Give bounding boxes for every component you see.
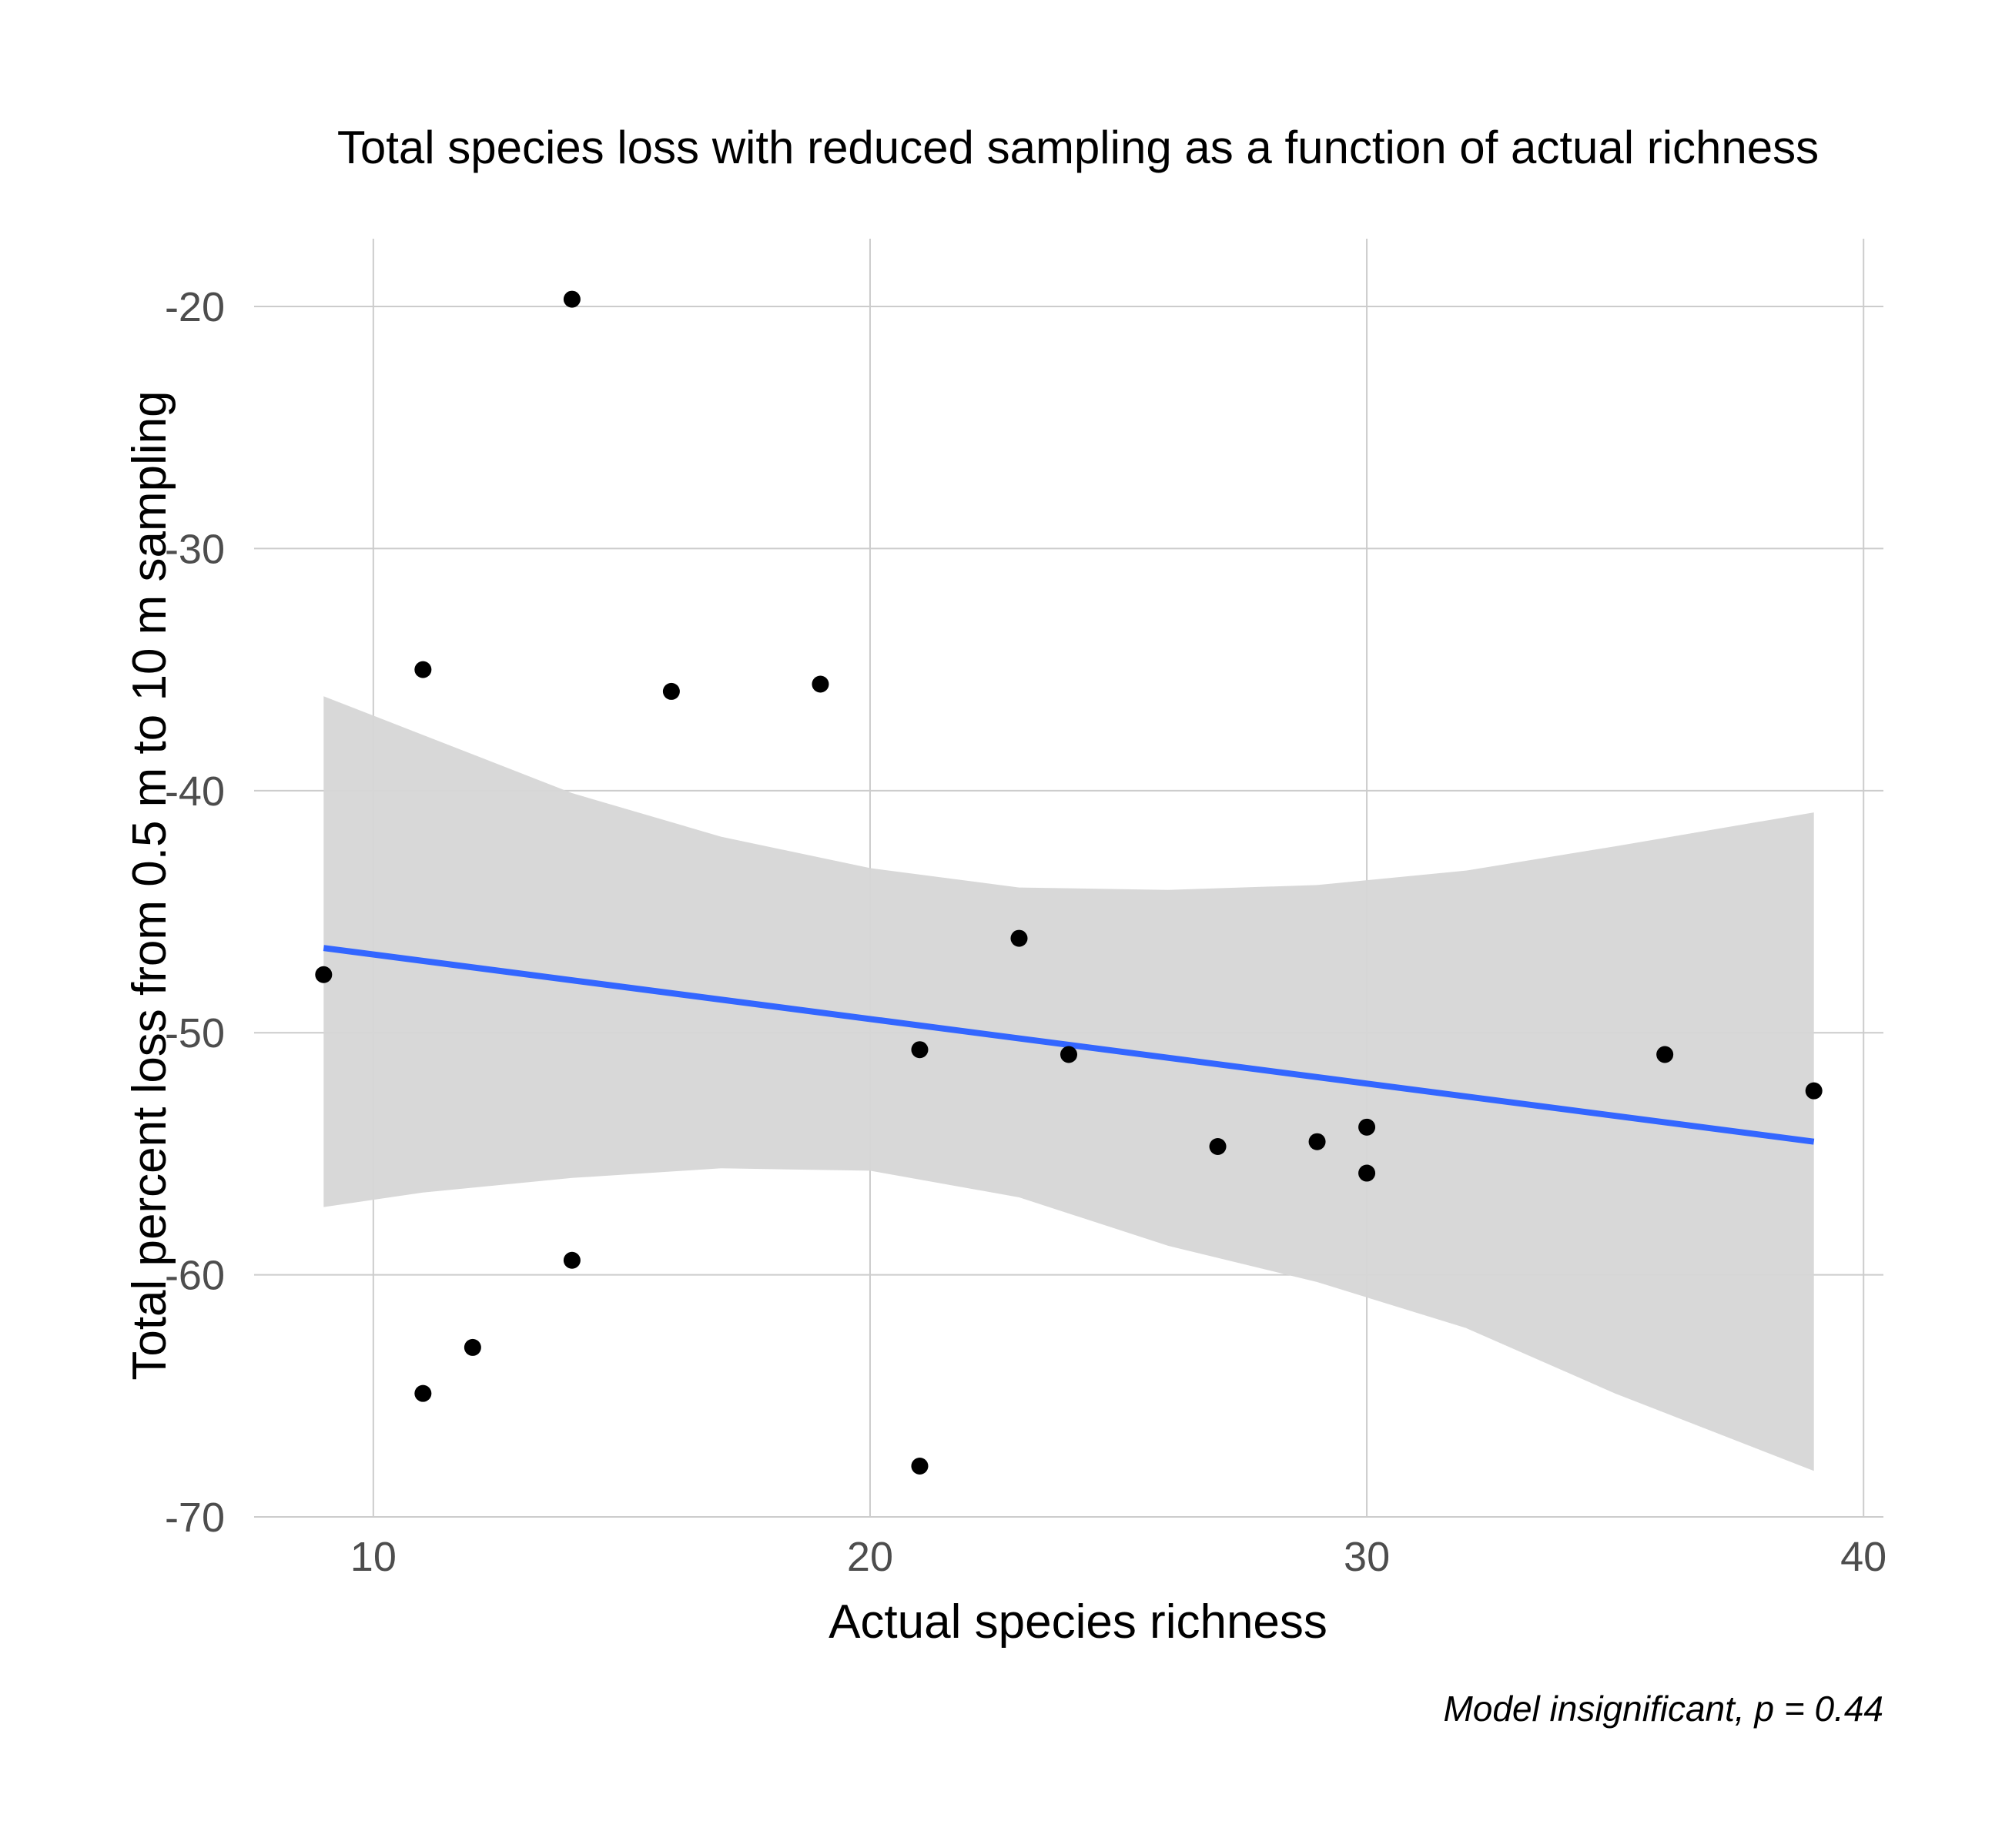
data-point — [1358, 1164, 1376, 1182]
data-point — [1209, 1137, 1227, 1155]
data-point — [563, 1251, 581, 1269]
model-caption: Model insignificant, p = 0.44 — [1443, 1689, 1883, 1729]
data-point — [662, 682, 680, 700]
data-point — [1060, 1046, 1077, 1063]
data-point — [1805, 1082, 1823, 1100]
data-point — [563, 290, 581, 308]
data-point — [812, 675, 829, 693]
data-point — [464, 1338, 481, 1356]
data-point — [1308, 1133, 1326, 1150]
y-axis-ticks: -20 -30 -40 -50 -60 -70 — [165, 284, 225, 1541]
data-point — [911, 1041, 929, 1059]
x-axis-ticks: 10 20 30 40 — [350, 1534, 1886, 1580]
data-point — [414, 1384, 432, 1402]
y-tick-label: -20 — [165, 284, 225, 330]
chart-title: Total species loss with reduced sampling… — [337, 122, 1819, 173]
y-axis-title: Total percent loss from 0.5 m to 10 m sa… — [123, 390, 176, 1380]
confidence-ribbon-group — [323, 696, 1814, 1471]
data-point — [1358, 1118, 1376, 1136]
y-tick-label: -60 — [165, 1253, 225, 1299]
confidence-ribbon — [323, 696, 1814, 1471]
x-axis-title: Actual species richness — [829, 1595, 1327, 1649]
data-points — [315, 290, 1823, 1475]
data-point — [1656, 1046, 1674, 1063]
x-tick-label: 40 — [1840, 1534, 1886, 1580]
data-point — [911, 1457, 929, 1475]
data-point — [315, 966, 333, 983]
x-tick-label: 30 — [1344, 1534, 1390, 1580]
y-tick-label: -30 — [165, 526, 225, 572]
y-tick-label: -50 — [165, 1010, 225, 1056]
x-tick-label: 20 — [847, 1534, 893, 1580]
regression-line — [323, 945, 1815, 1145]
y-tick-label: -70 — [165, 1495, 225, 1541]
data-point — [414, 661, 432, 678]
data-point — [1010, 929, 1028, 947]
y-tick-label: -40 — [165, 768, 225, 815]
fit-line-group — [323, 945, 1815, 1145]
x-tick-label: 10 — [350, 1534, 397, 1580]
